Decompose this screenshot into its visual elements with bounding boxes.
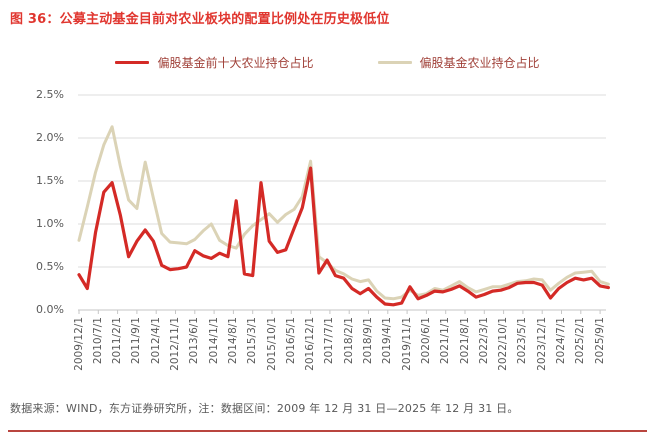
x-axis-label: 2022/3/1 [477,317,490,365]
legend-item-all-holdings: 偏股基金农业持仓占比 [377,54,540,71]
x-axis-label: 2014/8/1 [226,317,239,365]
x-axis-label: 2022/10/1 [497,317,510,371]
legend-label: 偏股基金前十大农业持仓占比 [157,56,314,70]
legend-item-top10-holdings: 偏股基金前十大农业持仓占比 [115,54,314,71]
x-axis-label: 2020/6/1 [419,317,432,365]
x-axis-label: 2011/9/1 [130,317,143,365]
y-axis-label: 0.0% [36,303,64,316]
x-axis-label: 2015/10/1 [265,317,278,371]
x-axis-label: 2023/12/1 [535,317,548,371]
x-axis-label: 2019/4/1 [381,317,394,365]
x-axis-label: 2016/5/1 [284,317,297,365]
x-axis-label: 2018/2/1 [342,317,355,365]
x-axis-label: 2014/1/1 [207,317,220,365]
x-axis-label: 2019/11/1 [400,317,413,371]
x-axis-label: 2011/2/1 [111,317,124,365]
chart-legend: 偏股基金前十大农业持仓占比 偏股基金农业持仓占比 [0,54,655,71]
x-axis-label: 2016/12/1 [304,317,317,371]
x-axis-label: 2012/11/1 [169,317,181,371]
series-line-top10-holdings [77,166,611,307]
x-axis-label: 2024/7/1 [555,317,567,365]
x-axis-label: 2010/7/1 [91,317,104,365]
legend-line-swatch-red [115,61,150,64]
x-axis-label: 2025/2/1 [574,317,587,365]
x-axis-label: 2015/3/1 [246,317,259,365]
y-axis-label: 2.5% [36,88,64,101]
legend-line-swatch-beige [377,61,412,64]
y-axis-label: 1.0% [36,217,64,230]
x-axis-label: 2021/8/1 [458,317,471,365]
x-axis-label: 2013/6/1 [188,317,201,365]
x-axis-label: 2017/7/1 [323,317,336,365]
source-note: 数据来源：WIND，东方证券研究所，注：数据区间：2009 年 12 月 31 … [10,402,519,415]
y-axis-label: 1.5% [36,174,64,187]
x-axis-label: 2018/9/1 [362,317,374,365]
x-axis-label: 2025/9/1 [593,317,606,365]
legend-label: 偏股基金农业持仓占比 [419,56,540,70]
y-axis-label: 2.0% [36,131,64,144]
series-line-all-holdings [77,125,610,301]
figure-title: 图 36：公募主动基金目前对农业板块的配置比例处在历史极低位 [10,12,390,27]
x-axis-label: 2012/4/1 [149,317,162,365]
y-axis-label: 0.5% [36,260,64,273]
x-axis-label: 2009/12/1 [72,317,85,371]
x-axis-label: 2021/1/1 [439,317,452,365]
x-axis-label: 2023/5/1 [516,317,529,365]
bottom-divider-rule [8,430,647,432]
